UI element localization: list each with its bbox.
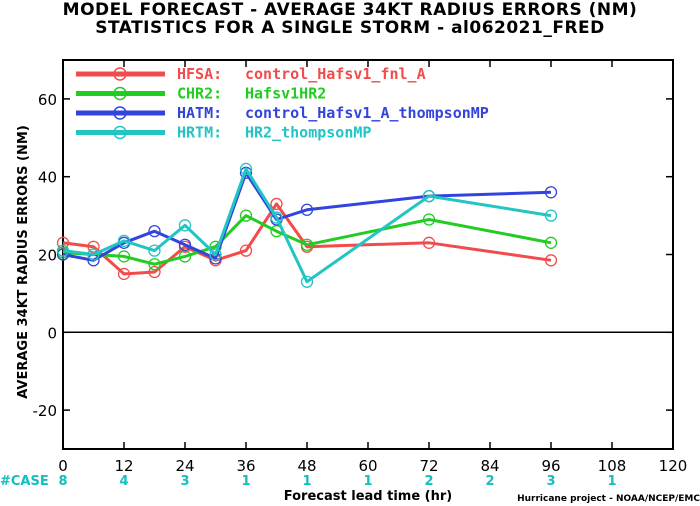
case-count: 1 (363, 474, 372, 489)
legend-series-name: HATM: (177, 104, 222, 122)
legend-series-desc: HR2_thompsonMP (245, 124, 371, 142)
case-count: 8 (58, 474, 67, 489)
x-tick-label: 84 (480, 457, 499, 475)
case-count: 3 (546, 474, 555, 489)
chart-subtitle: STATISTICS FOR A SINGLE STORM - al062021… (95, 18, 605, 38)
data-point (178, 250, 192, 263)
series-line (62, 214, 552, 266)
data-point (148, 225, 161, 238)
data-point (544, 236, 558, 249)
data-point (87, 248, 100, 261)
x-tick-label: 24 (175, 457, 194, 475)
x-tick-label: 60 (358, 457, 377, 475)
data-point (148, 265, 161, 279)
case-count: 2 (485, 474, 494, 489)
y-tick-label: 0 (47, 324, 57, 342)
case-count: 2 (424, 474, 433, 489)
data-point (300, 238, 314, 251)
case-count: 4 (119, 474, 128, 489)
data-point (422, 213, 436, 226)
case-label: #CASE (0, 474, 49, 489)
case-count: 1 (241, 474, 250, 489)
x-tick-label: 0 (58, 457, 68, 475)
legend-series-name: CHR2: (177, 85, 222, 103)
data-point (117, 234, 131, 248)
case-count: 1 (607, 474, 616, 489)
data-point (56, 236, 70, 249)
legend-series-desc: Hafsv1HR2 (245, 85, 326, 103)
case-count: 3 (180, 474, 189, 489)
data-point (178, 219, 192, 232)
data-point (270, 211, 283, 224)
data-point (300, 203, 314, 216)
y-axis-label: AVERAGE 34KT RADIUS ERRORS (NM) (16, 125, 31, 399)
data-point (87, 240, 100, 253)
y-tick-label: 20 (38, 247, 57, 265)
data-point (239, 162, 253, 176)
data-point (209, 248, 222, 261)
data-point (239, 209, 253, 222)
y-tick-label: 60 (38, 91, 57, 109)
series-line (62, 167, 552, 284)
data-point (300, 275, 314, 288)
y-tick-label: 40 (38, 169, 57, 187)
data-point (56, 244, 70, 257)
legend-series-name: HRTM: (177, 124, 222, 142)
chart-title: MODEL FORECAST - AVERAGE 34KT RADIUS ERR… (62, 0, 638, 20)
data-point (178, 238, 192, 251)
data-point (56, 248, 70, 261)
x-tick-label: 96 (541, 457, 560, 475)
legend-marker (113, 106, 127, 120)
x-tick-label: 12 (114, 457, 133, 475)
data-point (544, 254, 558, 267)
legend-series-desc: control_Hafsv1_fnl_A (245, 65, 426, 83)
y-tick-label: -20 (33, 402, 58, 420)
data-point (544, 209, 558, 222)
data-point (117, 250, 131, 263)
x-tick-label: 108 (598, 457, 627, 475)
x-tick-label: 36 (236, 457, 255, 475)
data-point (270, 197, 283, 211)
legend-series-desc: control_Hafsv1_A_thompsonMP (245, 104, 489, 122)
legend-series-name: HFSA: (177, 65, 222, 83)
x-tick-label: 48 (297, 457, 316, 475)
series-line (62, 171, 552, 262)
data-point (422, 189, 436, 203)
data-point (239, 166, 253, 179)
data-point (117, 267, 131, 281)
data-point (148, 258, 161, 271)
x-tick-label: 72 (419, 457, 438, 475)
data-point (422, 236, 436, 249)
case-count: 1 (302, 474, 311, 489)
x-tick-label: 120 (659, 457, 688, 475)
data-point (544, 186, 558, 199)
legend-marker (113, 86, 127, 101)
credit-text: Hurricane project - NOAA/NCEP/EMC (517, 494, 700, 504)
legend-marker (113, 125, 127, 140)
x-axis-label: Forecast lead time (hr) (284, 489, 452, 504)
data-point (148, 244, 161, 257)
legend-marker (113, 67, 127, 81)
data-point (239, 244, 253, 257)
